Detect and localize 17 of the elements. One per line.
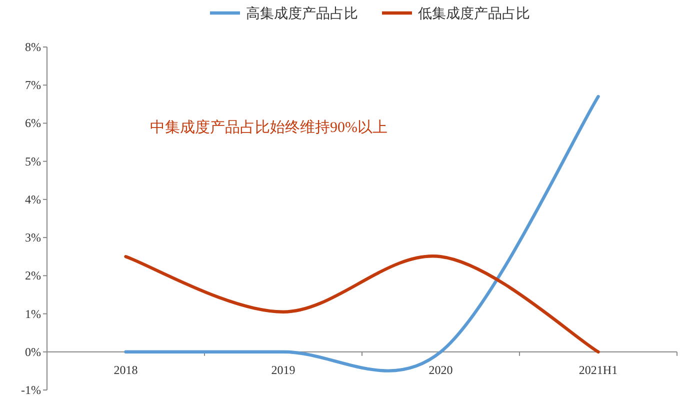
y-tick-label: 4% [25, 192, 41, 206]
legend-label: 低集成度产品占比 [418, 6, 530, 22]
x-tick-label: 2018 [114, 362, 138, 377]
y-tick-label: 2% [25, 268, 41, 283]
y-tick-label: 0% [25, 344, 41, 359]
x-tick-label: 2020 [428, 362, 453, 377]
annotation: 中集成度产品占比始终维持90%以上 [150, 119, 388, 136]
y-tick-label: 7% [25, 78, 41, 92]
x-tick-label: 2021H1 [578, 362, 618, 377]
y-tick-label: 6% [25, 116, 41, 130]
y-tick-label: 5% [25, 154, 41, 168]
x-tick-label: 2019 [271, 362, 296, 377]
legend-label: 高集成度产品占比 [246, 6, 358, 22]
y-tick-label: 8% [25, 40, 41, 54]
y-tick-label: 1% [25, 306, 41, 321]
y-tick-label: -1% [21, 383, 41, 397]
y-tick-label: 3% [25, 230, 41, 245]
